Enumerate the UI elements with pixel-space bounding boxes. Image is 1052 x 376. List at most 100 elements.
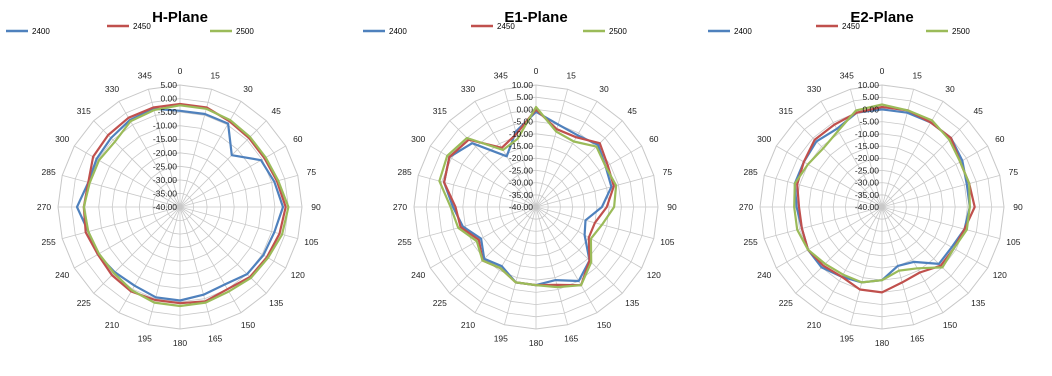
grid-spoke (881, 206, 969, 294)
series-2400 (75, 107, 285, 302)
grid-spoke (881, 145, 988, 208)
legend-item: 2450 (816, 22, 860, 31)
series-2500 (438, 105, 618, 289)
angle-label: 210 (105, 320, 119, 330)
legend-item: 2500 (926, 27, 970, 36)
angle-label: 60 (649, 134, 659, 144)
radial-tick-label: 10.00 (858, 80, 880, 90)
angle-label: 300 (411, 134, 425, 144)
grid-spoke (179, 206, 212, 325)
grid-spoke (504, 206, 537, 325)
grid-spoke (430, 206, 537, 269)
angle-label: 270 (393, 202, 407, 212)
radial-tick-label: -25.00 (855, 165, 879, 175)
grid-spoke (881, 206, 944, 313)
chart-title: H-Plane (152, 9, 208, 26)
grid-spoke (881, 101, 944, 208)
angle-label: 240 (757, 270, 771, 280)
angle-label: 165 (910, 333, 924, 343)
angle-label: 45 (973, 106, 983, 116)
grid-spoke (535, 206, 598, 313)
grid-spoke (535, 101, 598, 208)
radar-svg: H-Plane 2400 2450 2500 0 15 30 45 60 75 90 105 120 13… (6, 9, 321, 348)
angle-label: 240 (55, 270, 69, 280)
radial-tick-label: -20.00 (509, 153, 533, 163)
angle-label: 90 (1013, 202, 1023, 212)
angle-label: 330 (461, 84, 475, 94)
angle-label: 180 (529, 338, 543, 348)
angle-label: 75 (1009, 167, 1019, 177)
legend-label: 2400 (32, 27, 50, 36)
angle-label: 75 (307, 167, 317, 177)
angle-label: 150 (241, 320, 255, 330)
angle-label: 60 (995, 134, 1005, 144)
grid-spoke (179, 120, 267, 208)
angle-label: 285 (398, 167, 412, 177)
grid-spoke (535, 206, 568, 325)
angle-label: 225 (779, 298, 793, 308)
grid-spoke (62, 206, 181, 239)
angle-label: 345 (840, 71, 854, 81)
grid-spoke (118, 101, 181, 208)
grid-spoke (62, 175, 181, 208)
radial-tick-label: -5.00 (158, 107, 178, 117)
grid-spoke (881, 120, 969, 208)
radial-tick-label: -20.00 (855, 153, 879, 163)
grid-spoke (179, 206, 298, 239)
angle-label: 330 (105, 84, 119, 94)
legend-item: 2450 (471, 22, 515, 31)
grid-spoke (418, 206, 537, 239)
angle-label: 60 (293, 134, 303, 144)
radial-tick-label: -10.00 (509, 129, 533, 139)
radial-tick-label: -35.00 (153, 188, 177, 198)
angle-label: 165 (564, 333, 578, 343)
radial-tick-label: -35.00 (509, 190, 533, 200)
legend-label: 2500 (952, 27, 970, 36)
angle-label: 210 (461, 320, 475, 330)
angle-label: 315 (779, 106, 793, 116)
grid-spoke (795, 206, 883, 294)
grid-spoke (881, 206, 1000, 239)
radial-tick-label: -15.00 (153, 134, 177, 144)
radial-tick-label: -5.00 (514, 117, 534, 127)
angle-label: 90 (667, 202, 677, 212)
grid-spoke (449, 206, 537, 294)
angle-label: 270 (37, 202, 51, 212)
angle-label: 315 (77, 106, 91, 116)
grid-spoke (118, 206, 181, 313)
radial-tick-label: -40.00 (855, 202, 879, 212)
e1-plane-chart: E1-Plane 2400 2450 2500 0 15 30 45 60 75 90 105 120 1… (352, 0, 702, 376)
radial-tick-label: 0.00 (862, 104, 879, 114)
radial-tick-label: -20.00 (153, 148, 177, 158)
radial-tick-label: 10.00 (512, 80, 534, 90)
legend-item: 2400 (6, 27, 50, 36)
series-2450 (82, 102, 287, 305)
legend-label: 2500 (609, 27, 627, 36)
angle-label: 105 (1006, 237, 1020, 247)
angle-label: 255 (744, 237, 758, 247)
h-plane-chart: H-Plane 2400 2450 2500 0 15 30 45 60 75 90 105 120 13… (0, 0, 350, 376)
grid-spoke (820, 101, 883, 208)
angle-label: 90 (311, 202, 321, 212)
angle-label: 225 (77, 298, 91, 308)
angle-label: 120 (647, 270, 661, 280)
angle-label: 225 (433, 298, 447, 308)
angle-label: 285 (744, 167, 758, 177)
angle-label: 195 (840, 333, 854, 343)
angle-label: 15 (566, 71, 576, 81)
grid-spoke (764, 206, 883, 239)
angle-label: 30 (945, 84, 955, 94)
angle-label: 105 (304, 237, 318, 247)
radial-tick-label: 5.00 (160, 80, 177, 90)
grid-spoke (776, 145, 883, 208)
angle-label: 195 (138, 333, 152, 343)
legend-label: 2450 (133, 22, 151, 31)
radial-tick-label: -10.00 (153, 121, 177, 131)
angle-label: 180 (875, 338, 889, 348)
grid-spoke (179, 206, 267, 294)
angle-label: 300 (757, 134, 771, 144)
angle-label: 345 (138, 71, 152, 81)
angle-label: 135 (971, 298, 985, 308)
angle-label: 45 (271, 106, 281, 116)
grid-spoke (535, 175, 654, 208)
